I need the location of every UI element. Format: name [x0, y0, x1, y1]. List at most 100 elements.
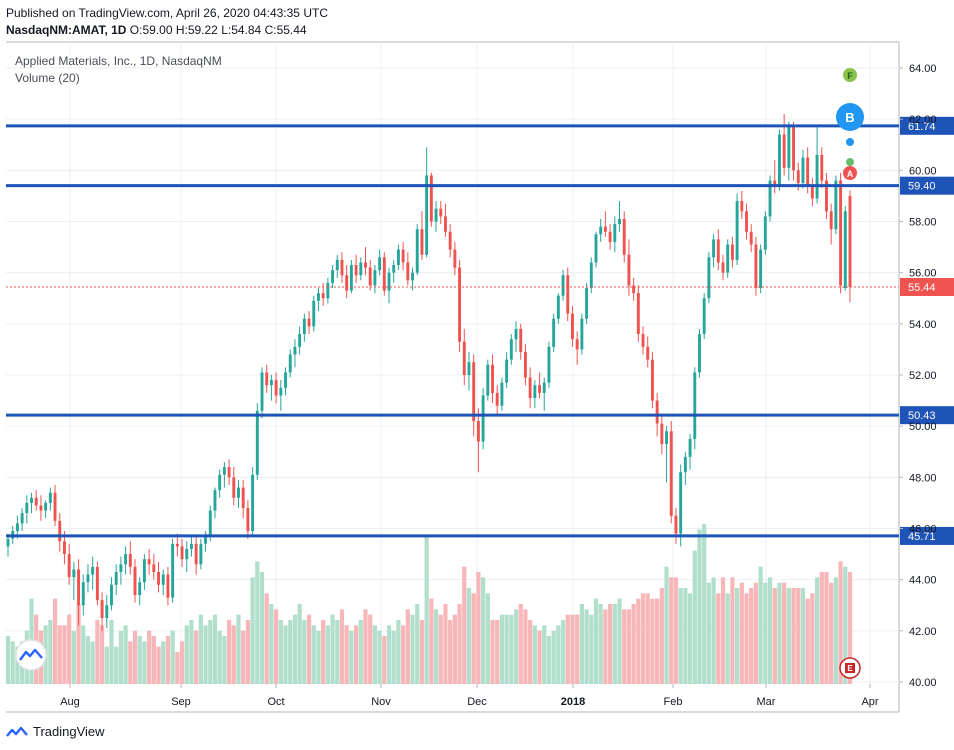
volume-bar [645, 593, 650, 684]
candle-body [726, 244, 730, 273]
candle-body [787, 126, 791, 168]
ohlc-text: O:59.00 H:59.22 L:54.84 C:55.44 [129, 23, 307, 37]
candle-body [683, 456, 687, 473]
volume-bar [532, 625, 537, 684]
volume-bar [264, 593, 269, 684]
last-price-label: 55.44 [908, 282, 936, 294]
volume-bar [546, 636, 552, 684]
candle-body [810, 185, 814, 199]
candle-body [15, 523, 19, 532]
marker-a-label: A [847, 169, 854, 179]
volume-bar [184, 625, 189, 684]
volume-bar [612, 604, 617, 684]
volume-bar [217, 630, 222, 684]
candle-body [669, 431, 673, 516]
candle-body [500, 382, 504, 406]
volume-bar [48, 620, 53, 684]
volume-bar [278, 620, 283, 684]
volume-bar [259, 572, 265, 684]
candle-body [792, 126, 796, 171]
candle-body [194, 543, 198, 565]
y-tick-label: 50.00 [909, 421, 937, 433]
tradingview-logo-icon[interactable] [6, 725, 28, 739]
volume-bar [622, 609, 627, 684]
volume-bar [579, 604, 584, 684]
volume-bar [288, 620, 293, 684]
candle-body [171, 543, 175, 598]
candle-body [476, 421, 480, 442]
volume-bar [386, 625, 392, 684]
volume-bar [720, 577, 726, 684]
volume-bar [692, 550, 697, 684]
level-label: 61.74 [908, 121, 936, 133]
candle-body [444, 216, 447, 232]
candle-body [641, 334, 645, 347]
candle-body [100, 600, 104, 619]
candle-body [265, 372, 269, 386]
volume-bar [391, 630, 396, 684]
marker-b-icon [836, 103, 864, 131]
candle-body [782, 134, 786, 168]
volume-bar [814, 577, 820, 684]
level-label: 45.71 [908, 531, 936, 543]
candle-body [166, 574, 170, 598]
volume-bar [687, 593, 693, 684]
volume-bar [678, 588, 683, 684]
candle-body [44, 502, 48, 511]
y-tick-label: 60.00 [909, 165, 937, 177]
candle-body [759, 249, 763, 289]
candle-body [175, 543, 179, 547]
candle-body [58, 520, 62, 542]
candle-body [218, 474, 222, 491]
candle-body [307, 318, 311, 327]
candle-body [627, 254, 631, 286]
price-chart[interactable]: 61.74 59.40 50.43 45.71 55.44 64.00 62.00 60.0… [0, 0, 954, 722]
volume-bar [626, 609, 632, 684]
candle-body [312, 300, 316, 327]
candle-body [34, 497, 38, 506]
volume-bar [513, 609, 519, 684]
candle-body [62, 541, 66, 555]
candle-body [472, 362, 476, 422]
volume-bar [725, 593, 730, 684]
x-tick-label: Mar [757, 696, 776, 708]
candle-body [227, 467, 231, 478]
candle-body [30, 497, 33, 503]
volume-bar [62, 625, 67, 684]
volume-bar [433, 609, 439, 684]
volume-bar [843, 566, 848, 684]
candle-body [25, 502, 29, 514]
candle-body [467, 362, 471, 375]
volume-bar [457, 604, 462, 684]
candle-body [693, 372, 697, 439]
volume-bar [114, 646, 119, 684]
candle-body [735, 201, 739, 260]
volume-bar [749, 588, 754, 684]
candle-body [763, 216, 767, 250]
candle-body [128, 554, 132, 567]
candle-body [839, 180, 843, 286]
volume-bar [518, 604, 523, 684]
candle-body [77, 569, 81, 606]
volume-bar [382, 636, 387, 684]
tradingview-chart-logo-icon[interactable] [15, 639, 47, 671]
volume-bar [537, 630, 542, 684]
volume-bar [15, 646, 20, 684]
chart-markers: F B A E [836, 68, 864, 679]
volume-bar [71, 630, 76, 684]
candle-body [660, 423, 664, 445]
x-tick-label: Oct [267, 696, 284, 708]
volume-bar [758, 566, 763, 684]
volume-bar [274, 609, 279, 684]
footer-brand[interactable]: TradingView [33, 724, 105, 739]
volume-bar [175, 652, 180, 684]
candle-body [260, 372, 264, 411]
volume-bar [429, 598, 434, 684]
volume-bar [824, 572, 829, 684]
volume-bar [231, 625, 236, 684]
volume-bar [250, 577, 255, 684]
volume-bar [325, 625, 330, 684]
candle-body [580, 318, 584, 350]
candle-body [119, 564, 123, 572]
candle-body [552, 318, 556, 347]
